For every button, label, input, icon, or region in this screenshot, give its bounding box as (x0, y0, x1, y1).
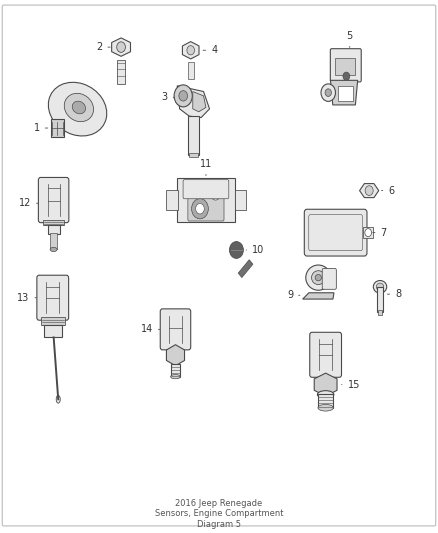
Bar (377, 287, 383, 312)
FancyBboxPatch shape (39, 177, 69, 223)
Ellipse shape (315, 274, 321, 281)
Text: 8: 8 (387, 289, 401, 299)
Ellipse shape (50, 247, 57, 252)
Text: 7: 7 (373, 228, 387, 238)
Ellipse shape (64, 93, 94, 122)
Bar (188, 62, 194, 79)
Circle shape (196, 204, 204, 214)
Ellipse shape (72, 101, 85, 114)
FancyBboxPatch shape (37, 275, 69, 320)
FancyBboxPatch shape (160, 309, 191, 350)
Bar (44, 325, 62, 337)
Bar (364, 227, 373, 238)
Ellipse shape (56, 395, 60, 403)
FancyBboxPatch shape (188, 194, 224, 221)
FancyBboxPatch shape (310, 332, 342, 377)
Bar (378, 310, 382, 315)
Bar (189, 153, 198, 157)
Bar (50, 233, 57, 249)
Text: 14: 14 (141, 325, 159, 334)
Text: 4: 4 (203, 45, 217, 55)
Bar (318, 394, 333, 408)
Bar (238, 260, 253, 278)
Circle shape (343, 72, 350, 80)
Polygon shape (112, 38, 131, 56)
Polygon shape (50, 119, 64, 137)
Bar (188, 116, 199, 155)
Text: 11: 11 (200, 159, 212, 175)
Ellipse shape (311, 271, 325, 285)
Text: 3: 3 (162, 92, 174, 102)
Circle shape (191, 199, 208, 219)
Bar (117, 60, 125, 84)
Bar (171, 364, 180, 377)
Text: 2: 2 (96, 42, 110, 52)
Bar (41, 317, 65, 325)
Circle shape (230, 241, 244, 259)
Circle shape (117, 42, 125, 52)
Polygon shape (303, 293, 334, 299)
Text: 5: 5 (346, 31, 353, 47)
Polygon shape (193, 92, 206, 112)
Polygon shape (360, 183, 379, 198)
Bar (47, 225, 60, 233)
Ellipse shape (171, 375, 180, 379)
Circle shape (174, 85, 192, 107)
Polygon shape (331, 80, 358, 105)
Bar (335, 59, 355, 75)
FancyBboxPatch shape (177, 179, 235, 222)
Ellipse shape (373, 280, 387, 293)
Text: 1: 1 (34, 123, 48, 133)
FancyBboxPatch shape (183, 180, 229, 199)
Polygon shape (177, 86, 209, 118)
FancyBboxPatch shape (322, 269, 336, 289)
Circle shape (187, 46, 194, 55)
Bar (339, 86, 353, 101)
Text: 6: 6 (381, 185, 395, 196)
Circle shape (365, 185, 373, 196)
FancyBboxPatch shape (330, 49, 361, 82)
Circle shape (211, 189, 220, 200)
Bar (235, 190, 246, 210)
Text: 12: 12 (18, 198, 38, 208)
Polygon shape (182, 42, 199, 59)
Circle shape (179, 91, 187, 101)
Ellipse shape (376, 283, 384, 290)
FancyBboxPatch shape (304, 209, 367, 256)
Text: 9: 9 (287, 290, 300, 300)
Ellipse shape (306, 265, 331, 290)
Ellipse shape (48, 82, 107, 136)
Polygon shape (166, 345, 184, 366)
Ellipse shape (318, 405, 333, 411)
Circle shape (325, 89, 332, 96)
Circle shape (321, 84, 336, 101)
Bar (43, 220, 64, 225)
Text: 10: 10 (246, 245, 264, 255)
Circle shape (365, 229, 371, 237)
Text: 15: 15 (342, 379, 360, 390)
Ellipse shape (318, 391, 334, 398)
Polygon shape (314, 373, 337, 396)
Bar (166, 190, 178, 210)
Text: 2016 Jeep Renegade
Sensors, Engine Compartment
Diagram 5: 2016 Jeep Renegade Sensors, Engine Compa… (155, 499, 283, 529)
Text: 13: 13 (17, 293, 36, 303)
